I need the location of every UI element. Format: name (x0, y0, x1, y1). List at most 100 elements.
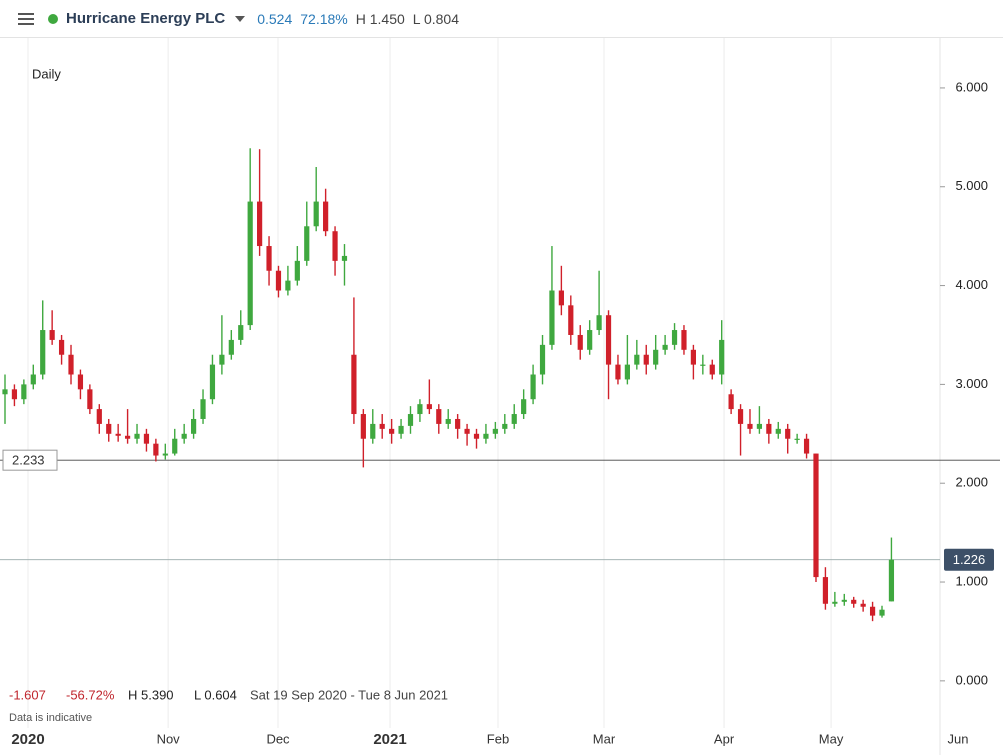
candle-body (879, 609, 885, 616)
candle-body (275, 270, 282, 291)
candle-body (747, 423, 753, 429)
candle-body (737, 409, 744, 424)
candle-body (568, 305, 574, 335)
candle-body (68, 354, 74, 375)
y-tick-label: 3.000 (955, 376, 988, 391)
x-tick-label: 2020 (11, 731, 44, 748)
candle-body (775, 428, 781, 434)
x-tick-label: Apr (714, 731, 735, 746)
candle-body (587, 330, 593, 350)
candle-body (228, 339, 234, 355)
candle-body (360, 414, 366, 439)
candle-body (200, 399, 206, 419)
candle-body (530, 374, 536, 400)
candle-body (172, 438, 178, 454)
period-high: H 5.390 (128, 687, 174, 702)
candle-body (888, 559, 895, 602)
candle-body (294, 260, 300, 281)
candle-body (803, 438, 810, 454)
candle-body (21, 384, 27, 400)
status-dot (48, 13, 58, 24)
header: Hurricane Energy PLC 0.524 72.18% H 1.45… (0, 0, 1003, 38)
candle-body (266, 246, 272, 271)
x-tick-label: Feb (487, 731, 509, 746)
candle-body (115, 433, 121, 436)
reference-label: 2.233 (12, 453, 45, 468)
candle-body (153, 443, 159, 456)
candle-body (332, 231, 338, 261)
candle-body (615, 364, 621, 380)
candle-body (690, 349, 697, 365)
candle-body (124, 435, 131, 439)
candle-body (143, 433, 150, 444)
candle-body (634, 354, 640, 365)
candle-body (709, 364, 715, 375)
low: L 0.804 (412, 10, 459, 27)
period: Sat 19 Sep 2020 - Tue 8 Jun 2021 (250, 687, 448, 702)
candle-body (426, 404, 432, 410)
menu-icon[interactable] (18, 10, 34, 28)
candle-body (238, 325, 244, 340)
change-pct: 72.18% (300, 10, 348, 27)
candle-body (181, 433, 187, 439)
note: Data is indicative (9, 712, 92, 724)
period-change-pct: -56.72% (66, 687, 115, 702)
last-price-label: 1.226 (953, 552, 986, 567)
y-tick-label: 4.000 (955, 277, 988, 292)
candle-body (341, 255, 348, 261)
period-change: -1.607 (9, 687, 46, 702)
candle-body (483, 433, 489, 439)
candle-body (558, 290, 564, 306)
x-tick-label: May (819, 731, 844, 746)
candle-body (87, 389, 93, 410)
candle-body (511, 414, 517, 424)
candle-body (577, 334, 583, 350)
candle-body (49, 330, 55, 340)
candle-body (106, 423, 112, 434)
candle-body (860, 603, 866, 607)
y-tick-label: 2.000 (955, 475, 988, 490)
candle-body (728, 394, 734, 410)
dropdown-caret[interactable] (235, 15, 246, 22)
candle-body (2, 389, 8, 395)
candle-body (162, 453, 168, 456)
candle-body (681, 330, 687, 350)
candle-body (841, 599, 847, 602)
candle-body (30, 374, 36, 385)
candle-body (304, 226, 310, 261)
candle-body (492, 428, 498, 434)
candle-body (11, 389, 18, 400)
candle-body (813, 453, 819, 578)
candle-body (247, 201, 253, 326)
x-tick-label: Mar (593, 731, 616, 746)
candle-body (445, 418, 451, 424)
candle-body (191, 418, 197, 434)
candle-body (832, 601, 838, 604)
y-tick-label: 5.000 (955, 178, 988, 193)
candle-body (502, 423, 508, 429)
candle-body (417, 404, 423, 415)
instrument-name[interactable]: Hurricane Energy PLC (66, 10, 226, 27)
y-tick-label: 1.000 (955, 573, 988, 588)
candle-body (58, 339, 65, 355)
candle-body (700, 364, 706, 366)
candle-body (285, 280, 291, 291)
candle-body (398, 425, 404, 434)
candle-body (605, 315, 612, 365)
candle-body (662, 344, 668, 350)
candle-body (40, 330, 46, 375)
high: H 1.450 (355, 10, 405, 27)
candle-body (389, 428, 395, 434)
period-low: L 0.604 (194, 687, 237, 702)
x-tick-label: 2021 (373, 731, 406, 748)
candle-body (455, 418, 461, 429)
candle-body (473, 433, 480, 439)
candle-body (313, 201, 319, 227)
candle-body (822, 577, 829, 604)
candle-body (219, 354, 225, 365)
candle-body (539, 344, 546, 375)
candle-body (370, 423, 376, 439)
x-tick-label: Nov (157, 731, 181, 746)
candle-body (756, 423, 763, 429)
candle-body (719, 339, 725, 375)
